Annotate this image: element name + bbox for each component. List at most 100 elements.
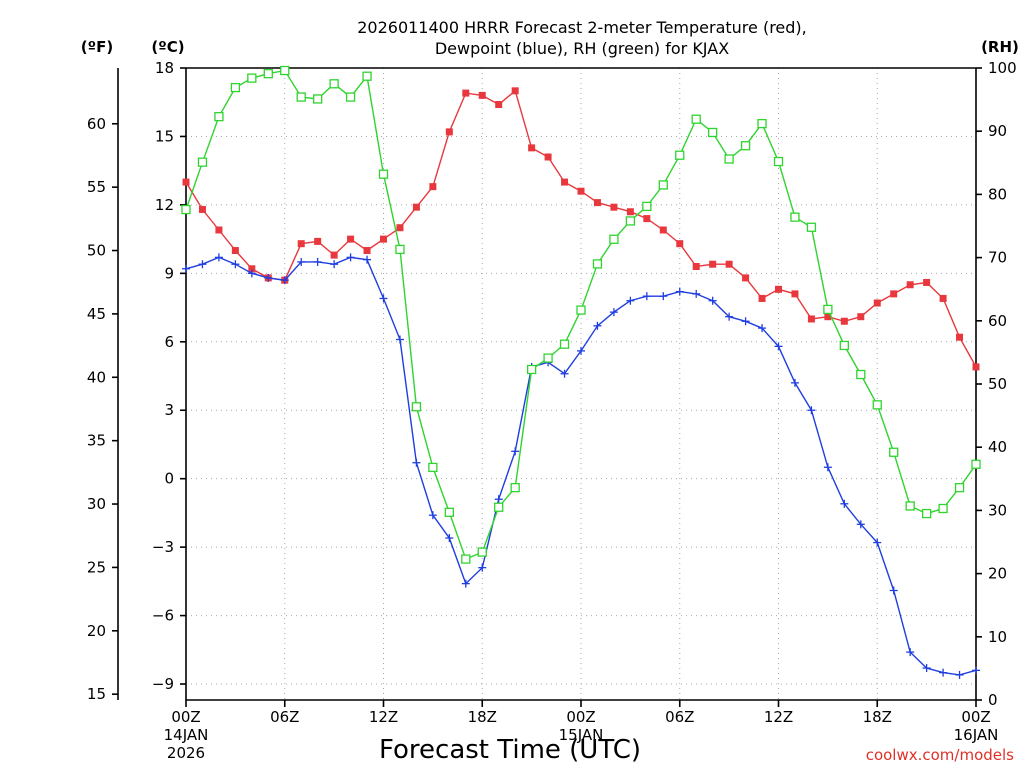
dewpoint-point bbox=[856, 520, 865, 529]
rh-point bbox=[230, 82, 241, 93]
temperature-point bbox=[478, 91, 486, 99]
celsius-tick-label: −9 bbox=[152, 675, 174, 693]
temperature-point bbox=[890, 290, 898, 298]
rh-point bbox=[362, 71, 372, 81]
dewpoint-point bbox=[445, 534, 454, 543]
rh-point bbox=[625, 216, 636, 226]
rh-point bbox=[724, 154, 734, 164]
fahrenheit-tick-label: 25 bbox=[87, 558, 106, 576]
temperature-point bbox=[511, 87, 519, 95]
fahrenheit-tick-label: 15 bbox=[87, 685, 106, 703]
rh-point bbox=[181, 204, 191, 215]
fahrenheit-tick-label: 45 bbox=[87, 305, 106, 323]
rh-point bbox=[263, 69, 273, 79]
x-date-label: 15JAN bbox=[559, 726, 604, 744]
dewpoint-point bbox=[297, 257, 306, 266]
x-tick-label: 06Z bbox=[270, 708, 299, 726]
dewpoint-point bbox=[675, 287, 684, 296]
celsius-tick-label: 6 bbox=[164, 333, 174, 351]
rh-tick-label: 50 bbox=[988, 375, 1007, 393]
x-tick-label: 18Z bbox=[468, 708, 497, 726]
x-tick-label: 12Z bbox=[369, 708, 398, 726]
temperature-point bbox=[396, 224, 404, 232]
rh-tick-label: 60 bbox=[988, 312, 1007, 330]
dewpoint-point bbox=[626, 296, 635, 305]
celsius-tick-label: 3 bbox=[164, 401, 174, 419]
dewpoint-point bbox=[774, 342, 783, 351]
fahrenheit-tick-label: 30 bbox=[87, 495, 106, 513]
rh-point bbox=[971, 459, 981, 469]
dewpoint-point bbox=[939, 668, 948, 677]
axes bbox=[112, 67, 982, 707]
fahrenheit-tick-label: 50 bbox=[87, 242, 106, 260]
rh-point bbox=[345, 92, 356, 102]
rh-tick-label: 10 bbox=[988, 628, 1007, 646]
celsius-tick-label: 9 bbox=[164, 264, 174, 282]
temperature-point bbox=[939, 294, 947, 302]
temperature-point bbox=[462, 89, 470, 97]
temperature-point bbox=[577, 187, 585, 195]
temperature-point bbox=[923, 278, 931, 286]
fahrenheit-tick-label: 55 bbox=[87, 178, 106, 196]
rh-point bbox=[247, 73, 257, 83]
temperature-series bbox=[182, 87, 980, 371]
data-series bbox=[181, 65, 981, 679]
temperature-point bbox=[544, 153, 552, 161]
dewpoint-point bbox=[494, 495, 503, 504]
dewpoint-point bbox=[412, 458, 421, 467]
dewpoint-point bbox=[313, 257, 322, 266]
rh-tick-label: 70 bbox=[988, 249, 1007, 267]
temperature-point bbox=[248, 265, 256, 273]
rh-point bbox=[395, 244, 405, 255]
rh-point bbox=[296, 92, 306, 102]
dewpoint-point bbox=[247, 269, 256, 278]
rh-tick-label: 80 bbox=[988, 185, 1007, 203]
rh-point bbox=[477, 547, 487, 557]
chart-title-line2: Dewpoint (blue), RH (green) for KJAX bbox=[435, 39, 729, 58]
dewpoint-point bbox=[823, 463, 832, 472]
rh-tick-label: 40 bbox=[988, 438, 1007, 456]
temperature-point bbox=[775, 285, 782, 293]
temperature-point bbox=[182, 178, 190, 186]
dewpoint-point bbox=[741, 317, 750, 326]
temperature-point bbox=[330, 251, 338, 259]
dewpoint-point bbox=[840, 499, 849, 508]
dewpoint-point bbox=[346, 253, 355, 262]
rh-tick-label: 100 bbox=[988, 59, 1017, 77]
fahrenheit-tick-label: 35 bbox=[87, 432, 106, 450]
x-tick-label: 18Z bbox=[863, 708, 892, 726]
dewpoint-point bbox=[511, 447, 520, 456]
celsius-tick-label: 15 bbox=[155, 127, 174, 145]
rh-point bbox=[691, 114, 701, 124]
temperature-point bbox=[363, 247, 371, 255]
celsius-tick-label: 18 bbox=[155, 59, 174, 77]
rh-point bbox=[856, 369, 866, 380]
rh-point bbox=[510, 482, 520, 493]
rh-point bbox=[411, 402, 422, 412]
temperature-point bbox=[347, 235, 355, 243]
x-tick-label: 00Z bbox=[961, 708, 990, 726]
celsius-tick-label: 12 bbox=[155, 196, 174, 214]
rh-point bbox=[806, 222, 817, 232]
dewpoint-series bbox=[182, 253, 980, 679]
dewpoint-point bbox=[461, 579, 470, 588]
rh-point bbox=[790, 212, 800, 222]
temperature-point bbox=[380, 235, 387, 243]
celsius-tick-label: 0 bbox=[164, 470, 174, 488]
rh-point bbox=[872, 400, 882, 410]
rh-point bbox=[921, 508, 932, 519]
temperature-point bbox=[692, 262, 700, 270]
dewpoint-point bbox=[478, 563, 487, 572]
rh-point bbox=[708, 127, 718, 138]
temperature-point bbox=[215, 226, 223, 234]
temperature-point bbox=[643, 215, 651, 223]
temperature-point bbox=[198, 205, 206, 213]
rh-point bbox=[592, 259, 603, 269]
rh-point bbox=[576, 305, 586, 315]
fahrenheit-unit-label: (ºF) bbox=[81, 38, 113, 56]
rh-unit-label: (RH) bbox=[981, 38, 1019, 56]
temperature-point bbox=[807, 315, 815, 323]
rh-point bbox=[954, 482, 965, 493]
dewpoint-point bbox=[758, 324, 767, 333]
fahrenheit-tick-label: 60 bbox=[87, 115, 106, 133]
